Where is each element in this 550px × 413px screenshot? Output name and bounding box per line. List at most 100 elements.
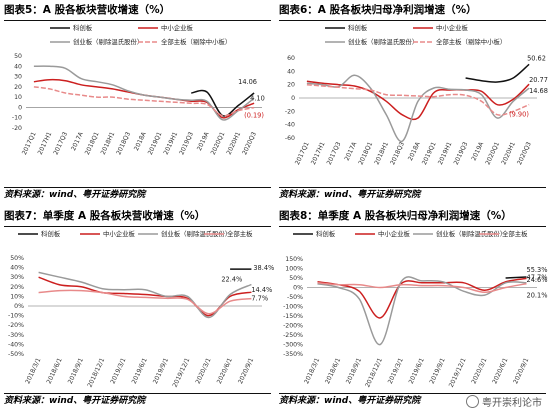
legend-label: 科创板	[348, 23, 368, 32]
x-tick-label: 2020Q3	[516, 141, 533, 166]
y-axis: 50 40 30 20 10 0 -10 -20	[12, 53, 22, 132]
data-label: 24.6%	[527, 276, 548, 284]
y-tick-label: 20	[287, 82, 295, 89]
x-tick-label: 2018/12/1	[87, 357, 107, 389]
series-line	[306, 83, 530, 116]
y-tick-label: 40	[14, 63, 22, 70]
x-tick-label: 2017Q1	[294, 141, 311, 166]
x-tick-label: 2018/12/1	[364, 357, 384, 389]
x-tick-label: 2018/3/1	[24, 357, 42, 385]
legend-label: 全部主板（剔除中小板）	[436, 37, 506, 46]
x-tick-label: 2019/6/1	[408, 357, 426, 385]
y-tick-label: 0%	[293, 285, 303, 292]
x-tick-label: 2020/3/1	[470, 357, 488, 385]
y-tick-label: -40%	[8, 341, 24, 348]
x-tick-label: 2018A	[133, 130, 148, 152]
x-axis: 2017Q1 2017H1 2017Q3 2017A 2018Q1 2018H1 2018Q…	[294, 140, 533, 166]
x-tick-label: 2019/3/1	[387, 357, 405, 385]
y-axis: 150% 100% 50% 0% -50% -100% -150% -200% -250% -30…	[283, 256, 303, 358]
data-label: 4.10	[250, 94, 265, 102]
x-tick-label: 2019H1	[163, 131, 180, 156]
y-tick-label: -350%	[283, 351, 303, 358]
x-tick-label: 2018/6/1	[324, 357, 342, 385]
x-axis: 2018/3/1 2018/6/1 2018/9/1 2018/12/1 2019/3/…	[24, 357, 255, 389]
legend: 科创板 中小企业板 创业板（剔除温氏股份）全部主板	[293, 229, 528, 238]
x-tick-label: 2019Q1	[421, 141, 438, 166]
x-tick-label: 2018/3/1	[303, 357, 321, 385]
chart-panel-quarterly-net-profit-growth: 图表8：单季度 A 股各板块归母净利润增速（%） 科创板 中小企业板 创业板（剔除温…	[275, 206, 550, 412]
y-tick-label: 50	[14, 53, 22, 60]
legend-label: 科创板	[41, 229, 61, 238]
y-tick-label: -60	[285, 135, 295, 142]
chart-panel-quarterly-revenue-growth: 图表7：单季度 A 股各板块营收增速（%） 科创板 中小企业板 创业板（剔除温氏股份…	[0, 206, 275, 412]
y-tick-label: 30	[14, 74, 22, 81]
x-tick-label: 2019/12/1	[172, 357, 192, 389]
x-tick-label: 2018Q3	[115, 131, 132, 156]
y-tick-label: -10	[12, 115, 22, 122]
series-line	[33, 86, 255, 117]
x-tick-label: 2017H1	[37, 131, 54, 156]
x-tick-label: 2019/9/1	[429, 357, 447, 385]
chart-quarterly-net-profit-growth: 科创板 中小企业板 创业板（剔除温氏股份）全部主板 150% 100% 50% 0% -50%…	[283, 229, 548, 389]
x-tick-label: 2019/9/1	[152, 357, 170, 385]
legend-label: 中小企业板	[436, 23, 469, 32]
legend-label: 全部主板	[227, 229, 253, 238]
y-tick-label: 20	[14, 84, 22, 91]
data-label: 20.77	[529, 76, 548, 84]
legend-label: 科创板	[73, 23, 93, 32]
legend-label: 创业板（剔除温氏股份）	[73, 37, 143, 46]
source-note: 资料来源：wind、粤开证券研究院	[4, 187, 271, 203]
y-tick-label: 50%	[289, 275, 303, 282]
source-note: 资料来源：wind、粤开证券研究院	[279, 393, 546, 409]
data-label: 50.62	[527, 54, 546, 62]
y-tick-label: -20%	[8, 322, 24, 329]
x-tick-label: 2017Q3	[326, 141, 343, 166]
y-tick-label: 60	[287, 55, 295, 62]
y-tick-label: 150%	[285, 256, 303, 263]
x-tick-label: 2019/6/1	[131, 357, 149, 385]
x-axis: 2017Q1 2017H1 2017Q3 2017A 2018Q1 2018H1 2018Q…	[21, 130, 258, 156]
legend-label: 中小企业板	[378, 229, 411, 238]
series-line	[38, 276, 252, 317]
x-tick-label: 2019/12/1	[448, 357, 468, 389]
y-tick-label: -50%	[287, 294, 303, 301]
x-tick-label: 2018Q1	[84, 131, 101, 156]
chart-quarterly-revenue-growth: 科创板 中小企业板 创业板（剔除温氏股份）全部主板 50% 40% 30% 20% 10% 0%…	[8, 229, 274, 389]
x-tick-label: 2020/3/1	[195, 357, 213, 385]
x-tick-label: 2018A	[407, 140, 422, 162]
series-line	[33, 78, 255, 119]
x-tick-label: 2020/9/1	[512, 357, 530, 385]
panel-title: 图表5：A 股各板块营收增速（%）	[4, 3, 271, 21]
series-line	[465, 63, 530, 83]
y-tick-label: -150%	[283, 313, 303, 320]
x-tick-label: 2017Q3	[52, 131, 69, 156]
y-tick-label: 20%	[10, 284, 24, 291]
data-label: 47.7%	[527, 273, 548, 281]
x-tick-label: 2018H1	[100, 131, 117, 156]
x-tick-label: 2018/9/1	[67, 357, 85, 385]
series-line	[38, 289, 252, 315]
legend-label: 中小企业板	[161, 23, 194, 32]
y-tick-label: 40	[287, 68, 295, 75]
data-label: 55.3%	[527, 266, 548, 274]
series-line	[505, 276, 527, 279]
series-line	[38, 271, 252, 319]
data-label: 7.7%	[251, 295, 268, 303]
x-axis: 2018/3/1 2018/6/1 2018/9/1 2018/12/1 2019/3/…	[303, 357, 530, 389]
y-tick-label: -250%	[283, 332, 303, 339]
x-tick-label: 2018/6/1	[46, 357, 64, 385]
x-tick-label: 2020/9/1	[237, 357, 255, 385]
x-tick-label: 2019Q1	[147, 131, 164, 156]
x-tick-label: 2020Q3	[241, 131, 258, 156]
series-line	[317, 282, 527, 294]
x-tick-label: 2018Q3	[389, 141, 406, 166]
legend-label: 创业板（剔除温氏股份）	[161, 229, 231, 238]
x-tick-label: 2019/3/1	[109, 357, 127, 385]
legend-label: 创业板（剔除温氏股份）	[436, 229, 506, 238]
y-tick-label: 0	[291, 95, 295, 102]
chart-panel-revenue-growth: 图表5：A 股各板块营收增速（%） 科创板 中小企业板 创业板（剔除温氏股份） 全部主…	[0, 0, 275, 206]
y-tick-label: -100%	[283, 304, 303, 311]
y-tick-label: -20	[12, 125, 22, 132]
y-tick-label: 0	[18, 104, 22, 111]
